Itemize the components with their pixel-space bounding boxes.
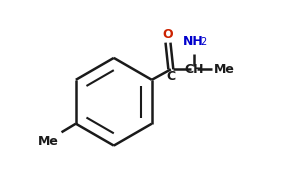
- Text: C: C: [166, 70, 175, 83]
- Text: O: O: [163, 28, 173, 41]
- Text: 2: 2: [200, 37, 207, 47]
- Text: NH: NH: [182, 35, 203, 48]
- Text: CH: CH: [184, 63, 203, 76]
- Text: Me: Me: [38, 135, 59, 148]
- Text: Me: Me: [214, 63, 235, 76]
